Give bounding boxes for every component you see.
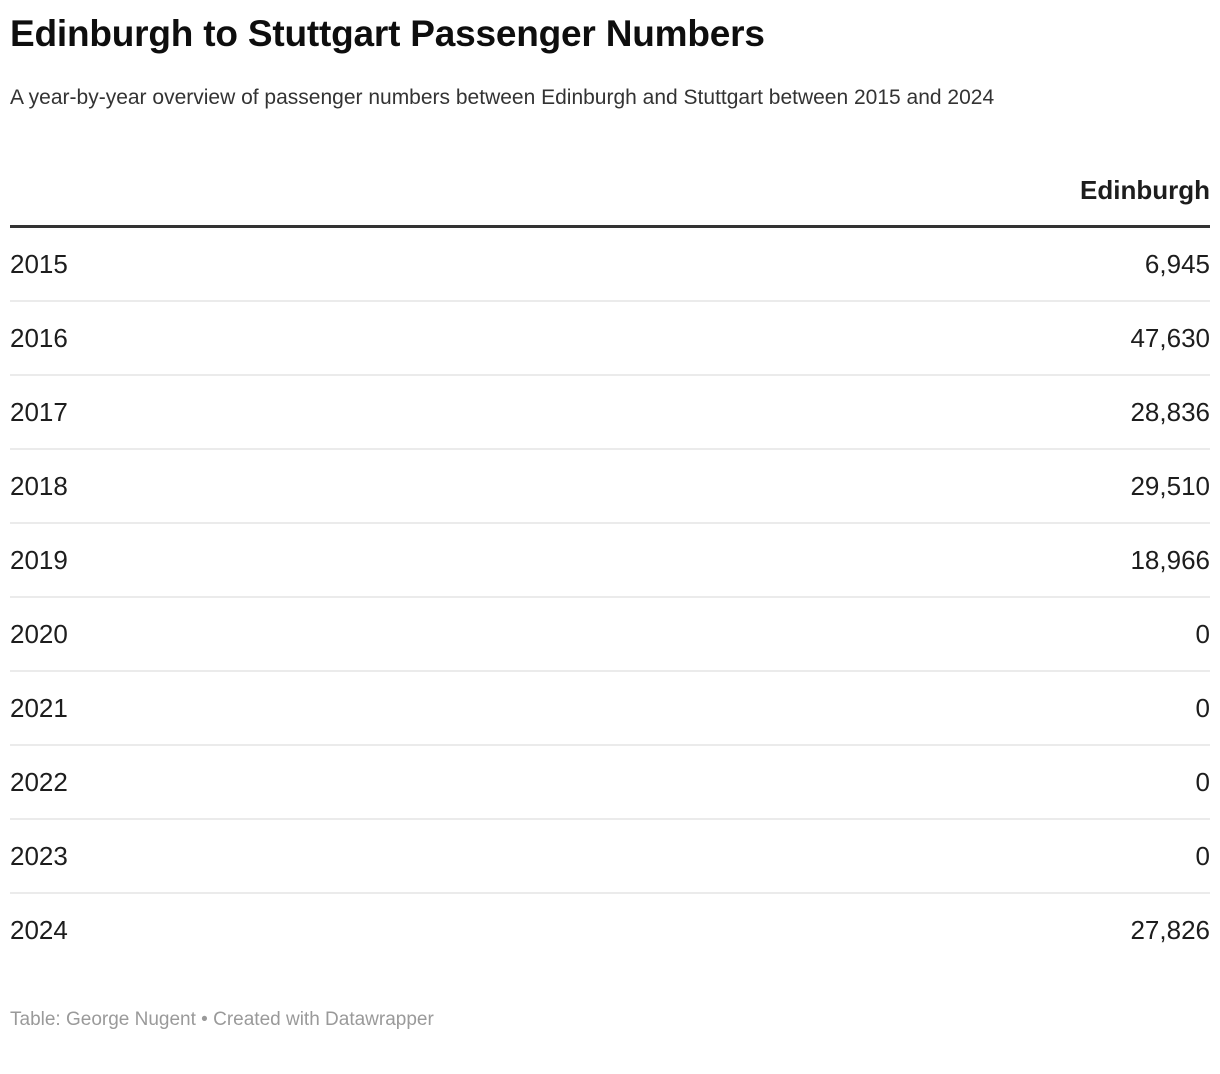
value-cell: 0: [379, 597, 1210, 672]
year-cell: 2022: [10, 745, 380, 820]
edinburgh-column-header: Edinburgh: [379, 145, 1210, 228]
year-column-header: [10, 145, 380, 228]
year-cell: 2018: [10, 449, 380, 524]
value-cell: 6,945: [379, 226, 1210, 302]
value-cell: 28,836: [379, 375, 1210, 450]
table-row: 2017 28,836: [10, 375, 1210, 450]
table-row: 2022 0: [10, 745, 1210, 820]
year-cell: 2021: [10, 671, 380, 746]
year-cell: 2024: [10, 915, 68, 945]
table-row: 2024 27,826: [10, 893, 1210, 966]
table-body: 2015 6,945 2016 47,630 2017 28,836 2018 29,510 2…: [10, 226, 1210, 967]
table-row: 2023 0: [10, 819, 1210, 894]
year-cell: 2019: [10, 523, 380, 598]
year-cell: 2020: [10, 597, 380, 672]
chart-subtitle: A year-by-year overview of passenger num…: [10, 86, 995, 109]
year-cell: 2015: [10, 226, 380, 302]
chart-title: Edinburgh to Stuttgart Passenger Numbers: [10, 13, 765, 54]
attribution-footer: Table: George Nugent • Created with Data…: [10, 1009, 434, 1030]
table-row: 2019 18,966: [10, 523, 1210, 598]
year-cell: 2017: [10, 375, 380, 450]
value-cell: 0: [379, 819, 1210, 894]
table-row: 2021 0: [10, 671, 1210, 746]
value-cell: 29,510: [379, 449, 1210, 524]
value-cell: 0: [379, 671, 1210, 746]
table-header-row: Edinburgh: [10, 145, 1210, 228]
passenger-numbers-table: Edinburgh 2015 6,945 2016 47,630 2017 28,836 2…: [10, 145, 1210, 966]
value-cell: 18,966: [379, 523, 1210, 598]
value-cell: 27,826: [1130, 915, 1210, 945]
year-cell: 2023: [10, 819, 380, 894]
table-row: 2020 0: [10, 597, 1210, 672]
value-cell: 47,630: [379, 301, 1210, 376]
year-cell: 2016: [10, 301, 380, 376]
table-row: 2015 6,945: [10, 226, 1210, 302]
value-cell: 0: [379, 745, 1210, 820]
table-row: 2016 47,630: [10, 301, 1210, 376]
table-header: Edinburgh: [10, 145, 1210, 228]
table-row: 2018 29,510: [10, 449, 1210, 524]
